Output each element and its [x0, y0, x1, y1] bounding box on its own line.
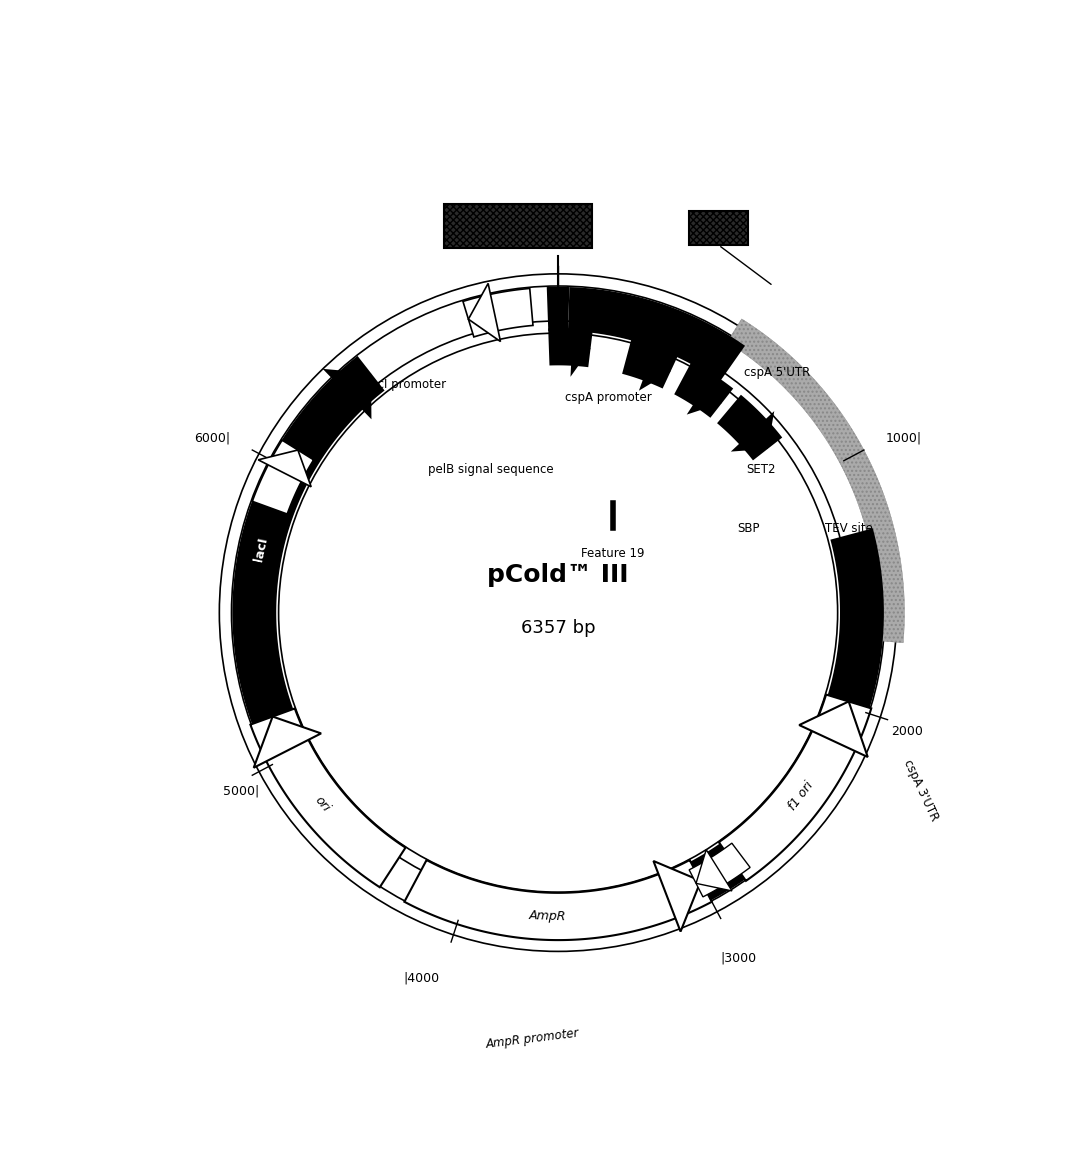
- Polygon shape: [258, 450, 311, 487]
- Text: cspA promoter: cspA promoter: [565, 391, 652, 404]
- Polygon shape: [622, 338, 678, 388]
- Text: Feature 19: Feature 19: [582, 547, 645, 561]
- FancyBboxPatch shape: [689, 212, 748, 245]
- Polygon shape: [677, 528, 884, 908]
- Polygon shape: [674, 362, 733, 418]
- Polygon shape: [583, 862, 711, 937]
- Text: AmpR promoter: AmpR promoter: [486, 1027, 580, 1051]
- Text: 5000|: 5000|: [223, 784, 259, 798]
- Text: f1 ori: f1 ori: [786, 778, 816, 813]
- Polygon shape: [463, 288, 533, 337]
- Polygon shape: [687, 365, 722, 414]
- Text: pCold™ III: pCold™ III: [488, 563, 628, 586]
- Polygon shape: [689, 843, 750, 897]
- Polygon shape: [799, 701, 868, 757]
- FancyBboxPatch shape: [444, 205, 592, 248]
- Text: ori: ori: [311, 793, 332, 814]
- Polygon shape: [639, 335, 671, 391]
- Text: cspA 5'UTR: cspA 5'UTR: [745, 365, 810, 379]
- Text: TEV site: TEV site: [825, 522, 873, 535]
- Text: lacI: lacI: [252, 536, 270, 563]
- Polygon shape: [404, 859, 712, 940]
- Polygon shape: [468, 284, 501, 342]
- Polygon shape: [250, 708, 405, 887]
- Text: 2000: 2000: [892, 725, 923, 737]
- Polygon shape: [253, 440, 314, 514]
- Text: SBP: SBP: [737, 522, 759, 535]
- Text: cspA 3'UTR: cspA 3'UTR: [901, 757, 941, 822]
- Polygon shape: [727, 319, 905, 643]
- Text: 6000|: 6000|: [194, 431, 230, 444]
- Text: pelB signal sequence: pelB signal sequence: [428, 463, 553, 476]
- Polygon shape: [719, 694, 871, 880]
- Polygon shape: [232, 356, 384, 776]
- Text: |4000: |4000: [403, 971, 440, 984]
- Polygon shape: [322, 369, 371, 420]
- Polygon shape: [547, 287, 570, 331]
- Polygon shape: [717, 394, 782, 461]
- Text: SET2: SET2: [746, 463, 775, 476]
- Polygon shape: [571, 317, 590, 377]
- Text: |3000: |3000: [720, 951, 757, 964]
- Text: lacI promoter: lacI promoter: [367, 378, 445, 391]
- Text: 6357 bp: 6357 bp: [521, 619, 596, 637]
- Polygon shape: [548, 328, 592, 368]
- Text: 1000|: 1000|: [886, 431, 922, 444]
- Polygon shape: [254, 716, 321, 768]
- Polygon shape: [568, 287, 745, 381]
- Polygon shape: [731, 411, 774, 451]
- Text: AmpR: AmpR: [529, 909, 566, 923]
- Polygon shape: [696, 850, 732, 891]
- Polygon shape: [653, 861, 700, 932]
